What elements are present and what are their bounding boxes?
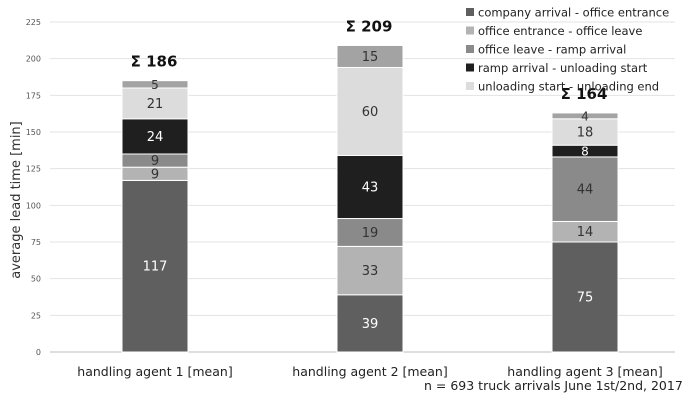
- data-label: 24: [147, 130, 164, 145]
- y-axis-title: average lead time [min]: [9, 121, 24, 278]
- y-tick-label: 225: [26, 18, 41, 27]
- data-label: 19: [362, 226, 379, 241]
- legend-label: company arrival - office entrance: [478, 6, 669, 20]
- bar-segment: [336, 44, 404, 68]
- data-label: 75: [577, 291, 594, 306]
- x-tick-label: handling agent 1 [mean]: [77, 364, 232, 379]
- bar-segment: [121, 87, 189, 120]
- bars-layer: [121, 44, 619, 353]
- data-label: 9: [151, 167, 159, 182]
- x-tick-label: handling agent 3 [mean]: [507, 364, 662, 379]
- data-label: 9: [151, 154, 159, 169]
- data-label: 33: [362, 264, 379, 279]
- bar-segment: [336, 66, 404, 156]
- data-label: 14: [577, 225, 594, 240]
- y-tick-label: 150: [26, 128, 41, 137]
- legend-swatch: [466, 82, 474, 90]
- x-tick-label: handling agent 2 [mean]: [292, 364, 447, 379]
- y-tick-label: 75: [31, 238, 41, 247]
- labels-layer: 117 99 24 21 5 Σ 186 handling agent 1 [mean] 39…: [77, 17, 662, 379]
- data-label: 21: [147, 97, 164, 112]
- bar-segment: [336, 245, 404, 296]
- data-label: 117: [143, 260, 168, 275]
- y-tick-label: 175: [26, 91, 41, 100]
- data-label: 5: [151, 78, 159, 92]
- bar-segment: [551, 118, 619, 146]
- data-label: 8: [581, 145, 589, 159]
- bar-segment: [121, 118, 189, 155]
- data-label: 15: [362, 50, 379, 65]
- data-label: 44: [577, 183, 594, 198]
- legend: company arrival - office entrance office …: [466, 6, 669, 94]
- legend-label: office entrance - office leave: [478, 24, 642, 38]
- y-tick-label: 100: [26, 201, 41, 210]
- bar-segment: [121, 80, 189, 89]
- data-label: 43: [362, 181, 379, 196]
- data-label: 18: [577, 126, 594, 141]
- data-label: 60: [362, 105, 379, 120]
- y-tick-label: 125: [26, 165, 41, 174]
- total-label: Σ 209: [346, 17, 393, 35]
- bar-segment: [551, 241, 619, 353]
- data-label: 4: [581, 109, 589, 123]
- legend-swatch: [466, 8, 474, 16]
- legend-label: unloading start - unloading end: [478, 80, 659, 94]
- legend-swatch: [466, 45, 474, 53]
- bar-segment: [121, 179, 189, 353]
- legend-label: office leave - ramp arrival: [478, 43, 626, 57]
- total-label: Σ 164: [561, 85, 608, 103]
- bar-segment: [551, 156, 619, 222]
- legend-swatch: [466, 63, 474, 72]
- y-tick-label: 25: [31, 311, 41, 320]
- y-tick-label: 0: [36, 348, 41, 357]
- data-label: 39: [362, 317, 379, 332]
- bar-segment: [336, 154, 404, 220]
- y-tick-label: 50: [31, 275, 41, 284]
- y-tick-label: 200: [26, 55, 41, 64]
- bar-segment: [336, 218, 404, 247]
- bar-segment: [551, 112, 619, 120]
- total-label: Σ 186: [131, 53, 178, 71]
- sample-size-note: n = 693 truck arrivals June 1st/2nd, 201…: [424, 378, 683, 393]
- legend-swatch: [466, 26, 474, 35]
- legend-label: ramp arrival - unloading start: [478, 61, 648, 75]
